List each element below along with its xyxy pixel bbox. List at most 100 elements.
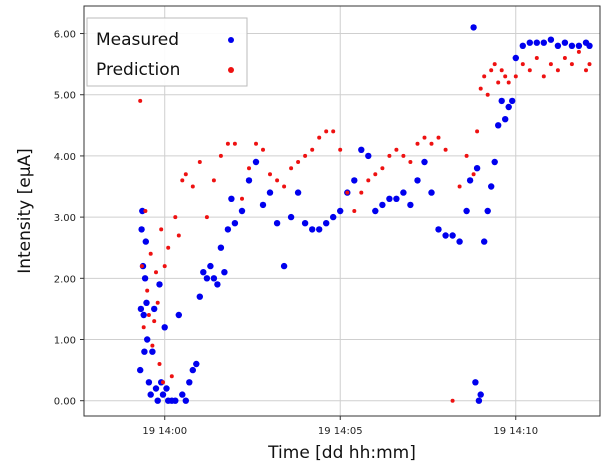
measured-point [140, 311, 147, 319]
prediction-point [268, 172, 272, 177]
axis-ticks: 19 14:00 19 14:05 19 14:10 0.00 1.00 2.00 3.00… [54, 30, 538, 437]
measured-point [586, 42, 593, 49]
prediction-point [157, 362, 162, 366]
measured-point [141, 348, 148, 355]
measured-point [463, 207, 470, 215]
measured-point [502, 116, 509, 123]
legend-box [86, 17, 248, 87]
measured-point [224, 226, 232, 233]
measured-point [407, 201, 414, 209]
prediction-point [218, 153, 223, 158]
measured-point [228, 195, 235, 202]
prediction-point [345, 190, 350, 195]
prediction-point [408, 160, 413, 164]
prediction-point [225, 141, 230, 146]
measured-point [175, 311, 182, 319]
measured-point [505, 103, 512, 111]
prediction-point [527, 68, 532, 73]
prediction-point [338, 147, 343, 152]
prediction-point [478, 86, 483, 91]
measured-point [495, 122, 502, 129]
y-tick-label: 4.00 [54, 152, 76, 163]
prediction-point [499, 68, 504, 73]
prediction-point [576, 49, 581, 54]
measured-point [475, 397, 483, 404]
legend-label-measured: Measured [96, 30, 179, 50]
measured-point [473, 165, 481, 172]
prediction-point [261, 147, 265, 152]
prediction-point [211, 178, 216, 183]
measured-point [358, 146, 365, 153]
measured-point [449, 232, 456, 239]
prediction-point [450, 398, 455, 403]
prediction-point [471, 172, 476, 177]
measured-point [139, 207, 146, 215]
measured-point [287, 213, 295, 221]
prediction-point [183, 172, 188, 177]
prediction-point [373, 172, 378, 177]
prediction-point [352, 209, 357, 213]
prediction-point [240, 196, 244, 201]
measured-point [203, 275, 211, 282]
measured-point [481, 238, 488, 245]
prediction-point [562, 56, 567, 60]
prediction-point [310, 147, 315, 152]
measured-point [456, 238, 463, 245]
prediction-point [534, 56, 539, 60]
measured-point [144, 336, 151, 343]
prediction-point [180, 178, 185, 183]
measured-point [149, 348, 156, 355]
plot-area [83, 5, 601, 417]
prediction-point [176, 233, 181, 238]
prediction-point [380, 166, 385, 171]
measured-point [568, 42, 576, 49]
measured-point [491, 158, 498, 166]
prediction-point [587, 62, 592, 67]
measured-point [196, 293, 203, 300]
measured-point [182, 397, 189, 404]
prediction-point [429, 141, 434, 146]
prediction-point [296, 160, 301, 164]
measured-point [147, 391, 154, 398]
measured-point [137, 305, 145, 313]
measured-point [280, 262, 288, 270]
measured-point [561, 39, 569, 46]
measured-point [231, 220, 239, 227]
prediction-point [324, 129, 329, 134]
measured-point [533, 39, 540, 46]
data-points [137, 24, 593, 404]
measured-point [252, 158, 260, 166]
measured-point [273, 220, 281, 227]
measured-point [294, 189, 302, 196]
measured-point [259, 201, 267, 209]
measured-point [207, 262, 214, 270]
prediction-point [513, 74, 518, 79]
measured-point [421, 158, 428, 166]
legend-marker-measured [228, 37, 234, 43]
prediction-point [247, 166, 251, 171]
prediction-point [489, 68, 494, 73]
measured-point [414, 177, 421, 184]
prediction-point [152, 319, 157, 324]
prediction-point [359, 190, 364, 195]
measured-point [186, 379, 193, 386]
prediction-point [145, 288, 150, 293]
measured-point [512, 54, 519, 62]
prediction-point [197, 160, 202, 164]
prediction-point [401, 153, 406, 158]
measured-point [323, 220, 330, 227]
prediction-point [190, 184, 195, 189]
prediction-point [254, 141, 258, 146]
measured-point [145, 379, 153, 386]
measured-point [330, 213, 337, 221]
prediction-point [569, 62, 574, 67]
x-tick-label: 19 14:00 [142, 426, 187, 437]
legend-marker-prediction [228, 67, 234, 73]
prediction-point [482, 74, 487, 79]
measured-point [435, 226, 442, 233]
prediction-point [289, 166, 294, 171]
prediction-point [154, 270, 158, 275]
prediction-point [275, 178, 280, 183]
prediction-point [139, 264, 144, 269]
